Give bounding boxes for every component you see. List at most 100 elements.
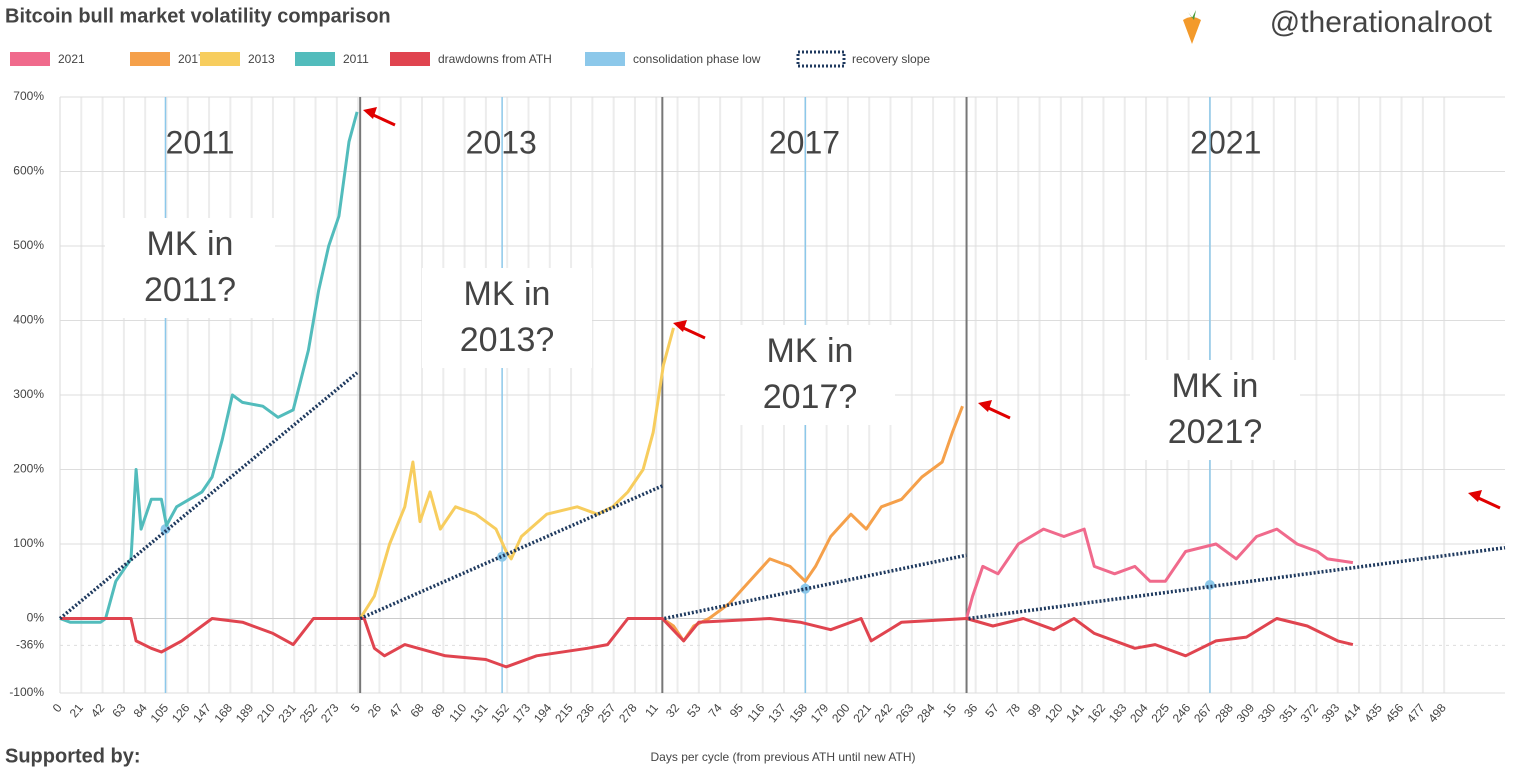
x-tick-label: 200 — [829, 701, 853, 726]
cycle-label: 2011 — [166, 124, 235, 160]
footer: Supported by: — [5, 745, 141, 767]
consolidation-low — [497, 551, 508, 562]
consolidation-low — [160, 524, 171, 535]
y-tick-label: 0% — [27, 611, 45, 625]
arrowhead — [363, 107, 377, 119]
legend-label: drawdowns from ATH — [438, 52, 552, 66]
x-tick-label: 221 — [850, 701, 874, 726]
x-tick-label: 147 — [190, 701, 214, 726]
x-tick-label: 273 — [318, 701, 342, 726]
x-tick-label: 84 — [131, 701, 151, 720]
x-tick-label: 284 — [914, 701, 938, 726]
x-tick-label: 42 — [88, 701, 108, 720]
x-tick-label: 158 — [786, 701, 810, 726]
y-tick-label: -100% — [9, 685, 44, 699]
x-tick-label: 116 — [744, 701, 767, 725]
x-tick-label: 278 — [616, 701, 640, 726]
y-tick-label: 600% — [13, 164, 44, 178]
y-tick-label: 300% — [13, 387, 44, 401]
x-tick-label: 393 — [1319, 701, 1343, 726]
arrowhead — [673, 320, 687, 332]
series-line — [60, 617, 1354, 669]
x-tick-label: 15 — [940, 701, 960, 720]
x-tick-label: 99 — [1025, 701, 1045, 720]
legend-swatch — [585, 52, 625, 66]
x-tick-label: 152 — [488, 701, 512, 726]
x-tick-label: 11 — [642, 701, 661, 720]
legend-swatch — [200, 52, 240, 66]
series-line — [59, 111, 359, 624]
x-tick-label: 141 — [1063, 701, 1087, 726]
x-tick-label: 168 — [211, 701, 235, 726]
x-tick-label: 179 — [808, 701, 832, 726]
x-tick-label: 131 — [467, 701, 491, 726]
x-tick-label: 252 — [297, 701, 321, 726]
x-tick-label: 189 — [233, 701, 257, 726]
x-tick-label: 105 — [148, 701, 172, 726]
arrowhead — [978, 400, 992, 412]
annotation: 2011? — [144, 271, 236, 309]
x-tick-label: 456 — [1383, 701, 1407, 726]
x-tick-label: 236 — [573, 701, 597, 726]
x-tick-label: 173 — [510, 701, 534, 726]
legend-swatch — [796, 50, 846, 68]
x-tick-label: 215 — [552, 701, 576, 726]
annotation: 2021? — [1168, 413, 1263, 451]
legend-swatch — [10, 52, 50, 66]
x-tick-label: 0 — [50, 701, 65, 715]
annotation: MK in — [1172, 367, 1259, 405]
x-tick-label: 263 — [893, 701, 917, 726]
x-tick-label: 477 — [1404, 701, 1428, 726]
annotation-box — [725, 325, 895, 425]
annotation-box — [1130, 360, 1300, 460]
x-tick-label: 225 — [1148, 701, 1172, 726]
x-tick-label: 267 — [1191, 701, 1215, 726]
y-tick-label: 500% — [13, 238, 44, 252]
x-tick-label: 95 — [727, 701, 747, 720]
cycle-label: 2017 — [769, 124, 840, 160]
x-tick-label: 242 — [872, 701, 896, 726]
legend-label: 2011 — [343, 52, 369, 66]
annotation-box — [105, 218, 275, 318]
logo — [1183, 10, 1201, 44]
x-tick-label: 137 — [765, 701, 789, 726]
x-tick-label: 126 — [169, 701, 193, 726]
x-tick-label: 246 — [1170, 701, 1194, 726]
y-tick-label: 700% — [13, 89, 44, 103]
x-tick-label: 183 — [1106, 701, 1130, 726]
x-tick-label: 162 — [1085, 701, 1109, 726]
chart-title: Bitcoin bull market volatility compariso… — [5, 5, 391, 27]
x-tick-label: 57 — [982, 701, 1002, 720]
arrowhead — [1468, 490, 1482, 502]
consolidation-low — [1204, 579, 1215, 590]
x-tick-label: 351 — [1276, 701, 1300, 726]
x-tick-label: 231 — [275, 701, 299, 726]
handle: @therationalroot — [1270, 6, 1493, 39]
x-tick-label: 498 — [1425, 701, 1449, 726]
x-tick-label: 257 — [595, 701, 619, 726]
x-tick-label: 330 — [1255, 701, 1279, 726]
x-tick-label: 63 — [109, 701, 129, 720]
x-tick-label: 78 — [1004, 701, 1024, 720]
x-tick-label: 435 — [1361, 701, 1385, 726]
x-tick-label: 47 — [386, 701, 406, 720]
annotation: 2017? — [763, 378, 858, 416]
y-tick-label: -36% — [16, 637, 44, 651]
annotation: 2013? — [460, 321, 555, 359]
series-line — [661, 405, 964, 643]
x-tick-label: 204 — [1127, 701, 1151, 726]
x-tick-label: 32 — [663, 701, 683, 720]
legend-swatch — [130, 52, 170, 66]
series-line — [358, 327, 675, 620]
x-tick-label: 110 — [446, 701, 469, 725]
x-tick-label: 414 — [1340, 701, 1364, 726]
x-axis-title: Days per cycle (from previous ATH until … — [651, 750, 916, 764]
cycle-label: 2013 — [466, 124, 537, 160]
cycle-label: 2021 — [1190, 124, 1261, 160]
x-tick-label: 309 — [1234, 701, 1258, 726]
x-tick-label: 68 — [407, 701, 427, 720]
legend-label: 2013 — [248, 52, 275, 66]
recovery-slope — [58, 371, 1506, 621]
x-tick-label: 5 — [348, 701, 363, 715]
